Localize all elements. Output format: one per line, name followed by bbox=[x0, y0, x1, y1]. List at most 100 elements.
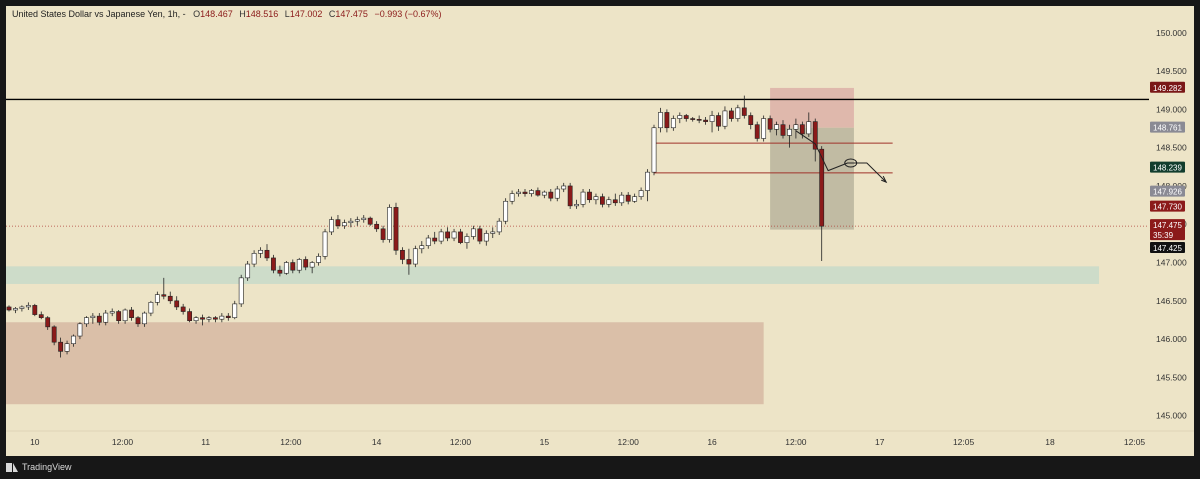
y-tick-label: 147.000 bbox=[1156, 258, 1187, 268]
candle-up bbox=[632, 196, 638, 202]
candle-up bbox=[561, 185, 567, 190]
candle-down bbox=[277, 269, 283, 274]
candle-down bbox=[58, 341, 63, 352]
price-label-black bbox=[1150, 241, 1185, 253]
candle-down bbox=[599, 196, 605, 205]
candle-down bbox=[683, 115, 689, 119]
candle-down bbox=[535, 190, 541, 196]
projection-path bbox=[795, 130, 887, 183]
tradingview-brand: TradingView bbox=[22, 462, 72, 472]
y-tick-label: 150.000 bbox=[1156, 28, 1187, 38]
x-tick-label: 12:00 bbox=[280, 437, 302, 447]
demand-zone bbox=[6, 266, 1100, 284]
candle-down bbox=[432, 237, 438, 242]
candle-up bbox=[148, 302, 154, 314]
x-tick-label: 12:00 bbox=[785, 437, 807, 447]
x-tick-label: 12:05 bbox=[953, 437, 975, 447]
stop-loss-zone bbox=[770, 87, 854, 128]
low-label: L bbox=[284, 9, 290, 19]
tradingview-logo[interactable]: TradingView bbox=[6, 462, 72, 472]
candle-up bbox=[90, 315, 96, 318]
candle-up bbox=[387, 207, 392, 240]
low-value: 147.002 bbox=[289, 9, 323, 19]
y-tick-label: 146.000 bbox=[1156, 334, 1187, 344]
close-label: C bbox=[328, 9, 336, 19]
candle-down bbox=[445, 231, 450, 239]
candle-down bbox=[522, 191, 528, 194]
y-tick-label: 145.000 bbox=[1156, 411, 1187, 421]
candle-down bbox=[96, 315, 102, 323]
candle-up bbox=[341, 222, 347, 227]
candle-up bbox=[774, 124, 779, 130]
candle-down bbox=[780, 124, 786, 136]
candle-up bbox=[84, 317, 89, 325]
candle-down bbox=[754, 124, 760, 139]
candle-down bbox=[180, 306, 186, 312]
chart-area[interactable]: 150.000149.500149.000148.500148.000147.5… bbox=[6, 6, 1194, 456]
tradingview-logo-icon bbox=[6, 462, 18, 472]
candle-down bbox=[741, 107, 747, 116]
candle-up bbox=[251, 253, 257, 265]
candle-up bbox=[109, 311, 115, 314]
supply-zone bbox=[6, 322, 764, 405]
candle-up bbox=[638, 190, 644, 197]
candle-down bbox=[696, 119, 702, 121]
candle-up bbox=[645, 171, 650, 191]
candle-up bbox=[735, 107, 741, 119]
candle-up bbox=[193, 317, 199, 322]
candle-up bbox=[651, 127, 657, 173]
candle-down bbox=[213, 317, 218, 320]
symbol-legend[interactable]: United States Dollar vs Japanese Yen, 1h… bbox=[12, 9, 446, 19]
open-value: 148.467 bbox=[200, 9, 233, 19]
candle-up bbox=[554, 188, 560, 199]
price-label-last bbox=[1150, 219, 1185, 231]
candle-down bbox=[116, 311, 122, 322]
candle-down bbox=[367, 217, 373, 225]
candle-down bbox=[135, 317, 141, 325]
candle-up bbox=[322, 231, 328, 257]
candle-down bbox=[406, 259, 412, 265]
candle-up bbox=[761, 118, 767, 139]
y-tick-label: 149.000 bbox=[1156, 104, 1187, 114]
x-tick-label: 17 bbox=[875, 437, 885, 447]
price-label-resistance bbox=[1150, 81, 1185, 93]
candle-up bbox=[219, 315, 225, 320]
price-label-text: 147.475 bbox=[1153, 221, 1182, 230]
candle-up bbox=[619, 194, 625, 204]
candle-up bbox=[283, 262, 289, 274]
candle-up bbox=[258, 249, 263, 254]
candle-up bbox=[19, 306, 25, 309]
candle-up bbox=[709, 115, 715, 122]
x-tick-label: 15 bbox=[540, 437, 550, 447]
candle-up bbox=[470, 228, 476, 237]
candle-down bbox=[393, 207, 399, 251]
price-label-grey bbox=[1150, 121, 1185, 133]
candle-down bbox=[458, 231, 463, 243]
candle-up bbox=[529, 190, 534, 194]
x-tick-label: 12:00 bbox=[112, 437, 134, 447]
candle-up bbox=[419, 245, 425, 250]
candlestick-chart[interactable]: 150.000149.500149.000148.500148.000147.5… bbox=[6, 6, 1194, 456]
candle-up bbox=[516, 191, 521, 194]
candle-down bbox=[400, 249, 405, 260]
price-label-red bbox=[1150, 200, 1185, 212]
candle-up bbox=[580, 191, 586, 205]
candle-up bbox=[677, 115, 683, 119]
candle-down bbox=[167, 295, 173, 302]
candle-down bbox=[548, 191, 554, 199]
candle-up bbox=[206, 317, 212, 320]
symbol-title[interactable]: United States Dollar vs Japanese Yen, 1h… bbox=[12, 9, 186, 19]
candle-up bbox=[77, 323, 83, 337]
candle-up bbox=[438, 231, 444, 242]
price-label-text: 35:39 bbox=[1153, 231, 1174, 240]
candle-down bbox=[161, 294, 167, 297]
x-tick-label: 12:00 bbox=[618, 437, 640, 447]
candle-up bbox=[238, 277, 244, 305]
x-tick-label: 16 bbox=[707, 437, 717, 447]
projection-arrow-head bbox=[881, 175, 888, 184]
candle-up bbox=[245, 263, 251, 279]
y-tick-label: 146.500 bbox=[1156, 296, 1187, 306]
candle-down bbox=[477, 228, 483, 242]
x-tick-label: 18 bbox=[1045, 437, 1055, 447]
